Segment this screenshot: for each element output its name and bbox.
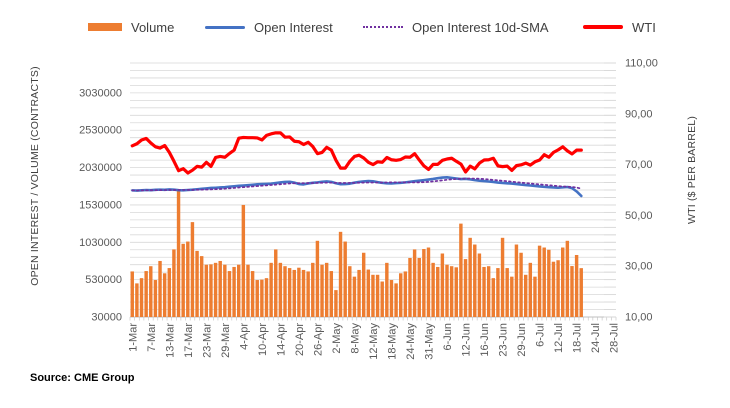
svg-text:12-Jul: 12-Jul [553,323,565,353]
svg-text:2030000: 2030000 [79,162,122,174]
svg-text:7-Mar: 7-Mar [146,323,158,352]
right-axis-title: WTI ($ PER BARREL) [686,115,698,225]
svg-text:26-Apr: 26-Apr [312,323,324,356]
svg-text:29-Mar: 29-Mar [220,323,232,358]
svg-text:24-Jul: 24-Jul [590,323,602,353]
svg-text:70,00: 70,00 [625,159,653,171]
svg-text:16-Jun: 16-Jun [479,323,491,357]
svg-text:50,00: 50,00 [625,210,653,222]
svg-text:90,00: 90,00 [625,108,653,120]
svg-text:1030000: 1030000 [79,237,122,249]
legend-label-volume: Volume [131,19,175,35]
sma-dotted-line-swatch-icon [363,26,403,28]
svg-text:1530000: 1530000 [79,199,122,211]
svg-text:12-May: 12-May [368,323,380,360]
svg-text:10,00: 10,00 [625,312,653,324]
svg-text:20-Apr: 20-Apr [294,323,306,356]
svg-text:17-Mar: 17-Mar [183,323,195,358]
chart-legend: Volume Open Interest Open Interest 10d-S… [0,0,730,44]
svg-text:110,00: 110,00 [625,58,658,70]
left-axis-title: OPEN INTEREST / VOLUME (CONTRACTS) [29,66,41,286]
svg-text:8-May: 8-May [349,323,361,354]
svg-text:18-Jul: 18-Jul [572,323,584,353]
legend-label-sma: Open Interest 10d-SMA [412,19,549,35]
legend-item-wti: WTI [583,19,656,35]
svg-text:18-May: 18-May [387,323,399,360]
wti-line-swatch-icon [583,25,623,29]
svg-text:24-May: 24-May [405,323,417,360]
svg-text:29-Jun: 29-Jun [516,323,528,357]
svg-text:1-Mar: 1-Mar [127,323,139,352]
legend-item-open-interest: Open Interest [205,19,333,35]
legend-label-wti: WTI [632,19,656,35]
svg-text:6-Jun: 6-Jun [442,323,454,351]
svg-text:12-Jun: 12-Jun [461,323,473,357]
svg-text:2530000: 2530000 [79,125,122,137]
svg-text:23-Mar: 23-Mar [201,323,213,358]
svg-text:10-Apr: 10-Apr [257,323,269,356]
svg-text:13-Mar: 13-Mar [164,323,176,358]
svg-text:23-Jun: 23-Jun [498,323,510,357]
source-note: Source: CME Group [30,372,135,384]
legend-item-volume: Volume [88,19,175,35]
legend-item-sma: Open Interest 10d-SMA [363,19,549,35]
svg-text:6-Jul: 6-Jul [535,323,547,347]
svg-text:30,00: 30,00 [625,261,653,273]
svg-text:31-May: 31-May [424,323,436,360]
open-interest-line-swatch-icon [205,25,245,29]
svg-text:4-Apr: 4-Apr [238,323,250,350]
svg-text:2-May: 2-May [331,323,343,354]
svg-text:14-Apr: 14-Apr [275,323,287,356]
svg-text:30000: 30000 [91,312,122,324]
svg-text:28-Jul: 28-Jul [609,323,621,353]
svg-text:530000: 530000 [85,274,122,286]
volume-swatch-icon [88,23,122,31]
svg-text:3030000: 3030000 [79,87,122,99]
legend-label-open-interest: Open Interest [254,19,333,35]
